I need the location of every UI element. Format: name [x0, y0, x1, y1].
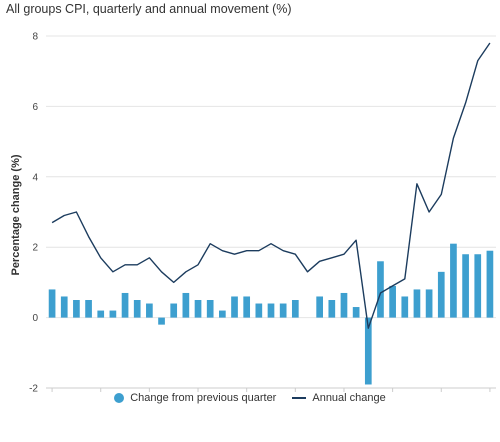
y-tick-label: 4	[32, 172, 38, 183]
quarterly-change-bar	[219, 310, 226, 318]
annual-change-line	[51, 42, 491, 329]
quarterly-change-bar	[291, 300, 299, 318]
quarterly-change-bar	[109, 310, 117, 318]
y-tick-label: 0	[32, 313, 38, 324]
chart-title: All groups CPI, quarterly and annual mov…	[6, 2, 292, 16]
legend-item-quarterly[interactable]: Change from previous quarter	[114, 392, 276, 404]
quarterly-change-bar	[413, 289, 421, 318]
legend-item-annual[interactable]: Annual change	[292, 392, 386, 404]
quarterly-change-bar	[133, 300, 141, 318]
quarterly-change-bar	[401, 296, 409, 318]
quarterly-change-bar	[364, 317, 372, 385]
cpi-chart: -202468Dec–13Dec–14Dec–15Dec–16Dec–17Dec…	[29, 32, 496, 393]
legend-line-swatch-icon	[292, 397, 307, 399]
quarterly-change-bar	[48, 289, 56, 318]
quarterly-change-bar	[194, 300, 202, 318]
y-tick-label: -2	[29, 384, 38, 393]
quarterly-change-bar	[316, 296, 323, 318]
quarterly-change-bar	[121, 292, 129, 318]
quarterly-change-bar	[158, 317, 165, 325]
chart-legend: Change from previous quarter Annual chan…	[0, 392, 500, 404]
legend-label-annual: Annual change	[312, 392, 386, 404]
quarterly-change-bar	[146, 303, 153, 318]
quarterly-change-bar	[462, 254, 469, 318]
quarterly-change-bar	[389, 285, 396, 318]
y-tick-label: 2	[32, 243, 38, 254]
y-tick-label: 6	[32, 102, 38, 113]
quarterly-change-bar	[437, 271, 445, 318]
quarterly-change-bar	[170, 303, 178, 318]
legend-bar-swatch-icon	[114, 393, 125, 403]
quarterly-change-bar	[486, 250, 494, 318]
quarterly-change-bar	[279, 303, 287, 318]
quarterly-change-bar	[231, 296, 238, 318]
quarterly-change-bar	[73, 300, 80, 318]
quarterly-change-bar	[425, 289, 433, 318]
quarterly-change-bar	[474, 254, 482, 318]
quarterly-change-bar	[340, 292, 348, 318]
quarterly-change-bar	[352, 307, 360, 318]
quarterly-change-bar	[243, 296, 251, 318]
y-tick-label: 8	[32, 32, 38, 43]
quarterly-change-bar	[450, 243, 457, 318]
quarterly-change-bar	[182, 292, 190, 318]
quarterly-change-bar	[85, 300, 92, 318]
quarterly-change-bar	[97, 310, 105, 318]
quarterly-change-bar	[328, 300, 336, 318]
quarterly-change-bar	[206, 300, 214, 318]
quarterly-change-bar	[267, 303, 275, 318]
quarterly-change-bar	[377, 261, 384, 318]
legend-label-quarterly: Change from previous quarter	[130, 392, 277, 404]
quarterly-change-bar	[60, 296, 68, 318]
quarterly-change-bar	[255, 303, 263, 318]
